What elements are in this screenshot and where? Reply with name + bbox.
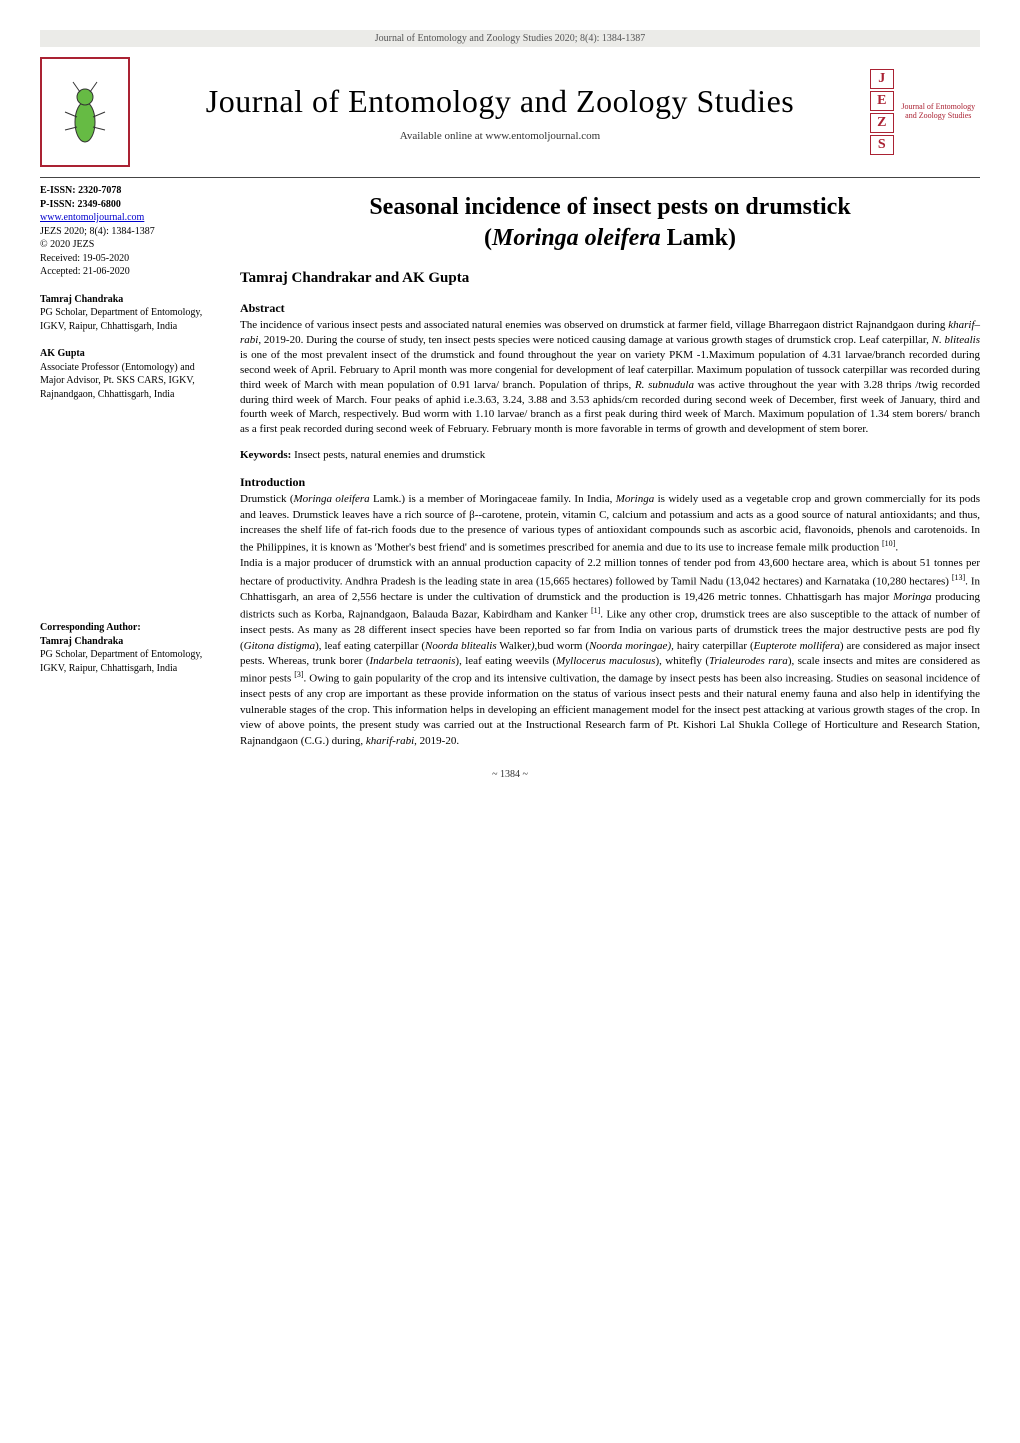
e-issn: E-ISSN: 2320-7078 xyxy=(40,185,121,196)
right-logo: J E Z S Journal of Entomology and Zoolog… xyxy=(870,57,980,167)
abstract-text: The incidence of various insect pests an… xyxy=(240,318,980,437)
keywords-line: Keywords: Insect pests, natural enemies … xyxy=(240,449,980,461)
keywords-label: Keywords: xyxy=(240,449,291,461)
logo-side-text: Journal of Entomology and Zoology Studie… xyxy=(897,103,980,121)
logo-letter-j: J xyxy=(870,69,894,89)
journal-title: Journal of Entomology and Zoology Studie… xyxy=(140,83,860,120)
article-authors: Tamraj Chandrakar and AK Gupta xyxy=(240,270,980,287)
corresponding-name: Tamraj Chandraka xyxy=(40,635,220,649)
main-content: Seasonal incidence of insect pests on dr… xyxy=(240,184,980,749)
journal-strip: Journal of Entomology and Zoology Studie… xyxy=(40,30,980,47)
sidebar: E-ISSN: 2320-7078 P-ISSN: 2349-6800 www.… xyxy=(40,184,220,749)
p-issn: P-ISSN: 2349-6800 xyxy=(40,199,121,210)
author-block-1: Tamraj Chandraka PG Scholar, Department … xyxy=(40,293,220,334)
availability-text: Available online at www.entomoljournal.c… xyxy=(140,130,860,142)
author-affil-1: PG Scholar, Department of Entomology, IG… xyxy=(40,307,202,332)
copyright: © 2020 JEZS xyxy=(40,239,94,250)
title-line-1: Seasonal incidence of insect pests on dr… xyxy=(369,194,850,220)
author-name-2: AK Gupta xyxy=(40,347,220,361)
content-row: E-ISSN: 2320-7078 P-ISSN: 2349-6800 www.… xyxy=(40,184,980,749)
intro-heading: Introduction xyxy=(240,475,980,490)
corresponding-label: Corresponding Author: xyxy=(40,621,220,635)
received-date: Received: 19-05-2020 xyxy=(40,253,129,264)
intro-body: Drumstick (Moringa oleifera Lamk.) is a … xyxy=(240,492,980,749)
author-affil-2: Associate Professor (Entomology) and Maj… xyxy=(40,362,195,400)
abstract-heading: Abstract xyxy=(240,301,980,316)
title-line-2: (Moringa oleifera Lamk) xyxy=(484,225,736,251)
masthead-center: Journal of Entomology and Zoology Studie… xyxy=(130,83,870,142)
logo-letter-z: Z xyxy=(870,113,894,133)
insect-logo-icon xyxy=(55,72,115,152)
journal-strip-text: Journal of Entomology and Zoology Studie… xyxy=(375,33,646,44)
intro-paragraph-2: India is a major producer of drumstick w… xyxy=(240,556,980,749)
article-title: Seasonal incidence of insect pests on dr… xyxy=(240,192,980,254)
issn-block: E-ISSN: 2320-7078 P-ISSN: 2349-6800 www.… xyxy=(40,184,220,279)
intro-paragraph-1: Drumstick (Moringa oleifera Lamk.) is a … xyxy=(240,492,980,556)
left-logo xyxy=(40,57,130,167)
citation: JEZS 2020; 8(4): 1384-1387 xyxy=(40,226,155,237)
masthead: Journal of Entomology and Zoology Studie… xyxy=(40,47,980,178)
author-block-2: AK Gupta Associate Professor (Entomology… xyxy=(40,347,220,401)
accepted-date: Accepted: 21-06-2020 xyxy=(40,266,130,277)
corresponding-block: Corresponding Author: Tamraj Chandraka P… xyxy=(40,621,220,675)
keywords-text: Insect pests, natural enemies and drumst… xyxy=(294,449,485,461)
logo-letter-s: S xyxy=(870,135,894,155)
logo-letters-stack: J E Z S xyxy=(870,69,894,155)
page-container: Journal of Entomology and Zoology Studie… xyxy=(0,0,1020,810)
corresponding-affil: PG Scholar, Department of Entomology, IG… xyxy=(40,649,202,674)
website-link[interactable]: www.entomoljournal.com xyxy=(40,212,144,223)
page-number: ~ 1384 ~ xyxy=(40,769,980,780)
logo-letter-e: E xyxy=(870,91,894,111)
author-name-1: Tamraj Chandraka xyxy=(40,293,220,307)
